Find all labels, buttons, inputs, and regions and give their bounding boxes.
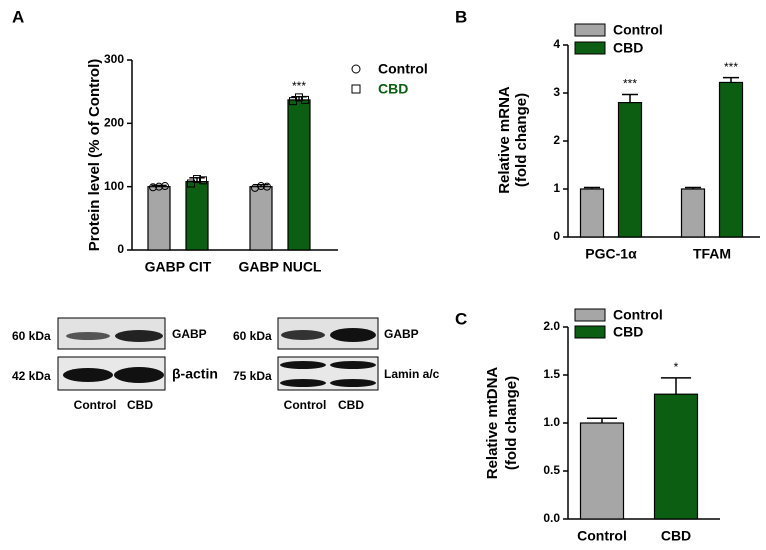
y-tick-label: 1 [553,181,560,195]
y-axis-label: Relative mRNA [496,86,513,194]
bar [579,188,605,238]
band [66,332,110,340]
data-point [187,179,195,188]
y-axis-label: (fold change) [503,376,520,470]
legend-label: Control [613,307,663,323]
y-axis-label: Protein level (% of Control) [86,59,103,252]
band [330,361,376,369]
legend-label: CBD [613,324,643,340]
band [115,330,163,342]
kda-label: 60 kDa [233,329,272,343]
significance-label: *** [292,79,306,93]
bar [680,188,706,238]
bar [147,186,171,251]
legend-swatch [574,308,606,322]
legend-label: CBD [613,40,643,56]
significance-label: *** [623,77,637,91]
y-axis-label: (fold change) [513,93,530,187]
blot-1: 60 kDa 42 kDa GABP β-actin Control CBD [12,317,218,412]
protein-label: GABP [172,327,207,341]
legend-marker [351,64,361,74]
blot-2: 60 kDa 75 kDa GABP Lamin a/c Control CBD [233,317,440,412]
y-tick-label: 4 [553,37,560,51]
data-point [161,182,169,191]
bar [617,101,643,238]
bar [653,393,699,520]
x-tick-label: CBD [661,528,691,544]
x-tick-label: PGC-1α [585,246,637,262]
y-tick-label: 0 [117,242,124,256]
legend-marker [351,84,361,94]
data-point [199,176,207,185]
lane-label: Control [74,398,117,412]
protein-label: β-actin [172,366,218,382]
x-tick-label: TFAM [693,246,731,262]
protein-label: Lamin a/c [384,367,440,381]
data-point [193,175,201,184]
y-axis-label: Relative mtDNA [484,367,501,480]
data-point [251,183,259,192]
data-point [257,182,265,191]
y-tick-label: 300 [104,52,124,66]
significance-label: *** [724,60,738,74]
bar [718,81,744,238]
data-point [155,182,163,191]
protein-label: GABP [384,327,419,341]
bar [185,181,209,251]
legend-label: CBD [378,81,408,97]
lane-label: CBD [127,398,153,412]
data-point [301,95,309,104]
y-tick-label: 0 [553,229,560,243]
y-tick-label: 2.0 [543,319,560,333]
data-point [263,182,271,191]
y-tick-label: 100 [104,179,124,193]
lane-label: Control [284,398,327,412]
bar [579,422,625,520]
bar [249,186,273,251]
x-tick-label: Control [577,528,627,544]
panel-label: C [455,309,467,328]
band [280,361,326,369]
y-tick-label: 1.5 [543,367,560,381]
band [280,379,326,387]
y-tick-label: 200 [104,116,124,130]
band [63,368,113,382]
panel-label: B [455,7,467,26]
band [114,367,164,383]
x-tick-label: GABP CIT [145,259,212,275]
lane-label: CBD [338,398,364,412]
y-tick-label: 3 [553,85,560,99]
y-tick-label: 0.5 [543,463,560,477]
data-point [149,183,157,192]
kda-label: 75 kDa [233,369,272,383]
legend-label: Control [613,22,663,38]
panel-label: A [12,7,24,26]
y-tick-label: 2 [553,133,560,147]
y-tick-label: 0.0 [543,511,560,525]
kda-label: 60 kDa [12,329,51,343]
y-tick-label: 1.0 [543,415,560,429]
data-point [295,93,303,102]
band [330,379,376,387]
legend-swatch [574,325,606,339]
band [330,328,376,342]
band [281,330,325,340]
legend-swatch [574,41,606,55]
legend-label: Control [378,61,428,77]
kda-label: 42 kDa [12,369,51,383]
significance-label: * [674,360,679,374]
x-tick-label: GABP NUCL [239,259,322,275]
bar [287,99,311,251]
legend-swatch [574,23,606,37]
